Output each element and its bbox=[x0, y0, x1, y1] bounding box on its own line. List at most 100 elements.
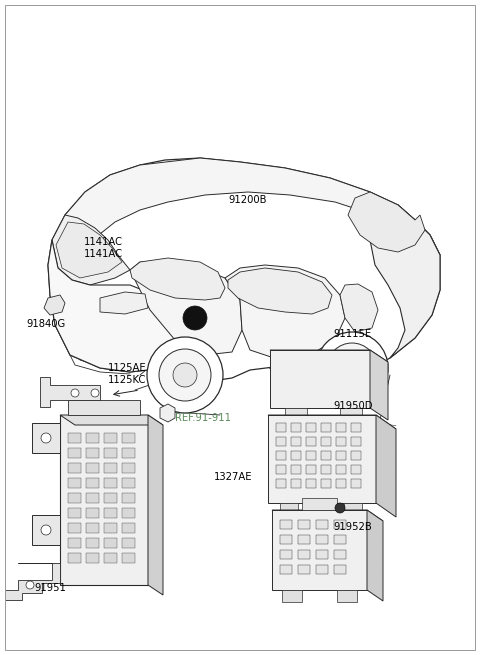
Polygon shape bbox=[337, 590, 357, 602]
Circle shape bbox=[335, 503, 345, 513]
Polygon shape bbox=[306, 465, 316, 474]
Polygon shape bbox=[368, 205, 440, 358]
Polygon shape bbox=[340, 408, 362, 418]
Polygon shape bbox=[298, 565, 310, 574]
Polygon shape bbox=[348, 192, 425, 252]
Polygon shape bbox=[104, 553, 117, 563]
Polygon shape bbox=[316, 535, 328, 544]
Polygon shape bbox=[122, 553, 135, 563]
Text: 1125KC: 1125KC bbox=[108, 375, 146, 385]
Text: 1327AE: 1327AE bbox=[214, 472, 252, 482]
Polygon shape bbox=[282, 590, 302, 602]
Text: REF.91-911: REF.91-911 bbox=[175, 413, 231, 423]
Circle shape bbox=[41, 525, 51, 535]
Polygon shape bbox=[104, 433, 117, 443]
Polygon shape bbox=[334, 520, 346, 529]
Polygon shape bbox=[298, 550, 310, 559]
Polygon shape bbox=[65, 158, 440, 258]
Polygon shape bbox=[370, 350, 388, 420]
Polygon shape bbox=[344, 503, 362, 515]
Polygon shape bbox=[104, 508, 117, 518]
Polygon shape bbox=[68, 400, 140, 415]
Text: 91950D: 91950D bbox=[334, 401, 373, 411]
Polygon shape bbox=[351, 423, 361, 432]
Polygon shape bbox=[291, 423, 301, 432]
Polygon shape bbox=[122, 523, 135, 533]
Polygon shape bbox=[367, 510, 383, 601]
Circle shape bbox=[173, 363, 197, 387]
Polygon shape bbox=[122, 508, 135, 518]
Polygon shape bbox=[68, 553, 81, 563]
Polygon shape bbox=[100, 292, 148, 314]
Text: 1141AC: 1141AC bbox=[84, 249, 123, 259]
Polygon shape bbox=[86, 508, 99, 518]
Polygon shape bbox=[122, 433, 135, 443]
Polygon shape bbox=[86, 463, 99, 473]
Polygon shape bbox=[336, 465, 346, 474]
Polygon shape bbox=[5, 563, 60, 600]
Polygon shape bbox=[104, 523, 117, 533]
Text: 91951: 91951 bbox=[35, 582, 66, 593]
Polygon shape bbox=[86, 478, 99, 488]
Polygon shape bbox=[291, 451, 301, 460]
Polygon shape bbox=[334, 565, 346, 574]
Polygon shape bbox=[306, 437, 316, 446]
Polygon shape bbox=[86, 433, 99, 443]
Polygon shape bbox=[68, 448, 81, 458]
Polygon shape bbox=[321, 479, 331, 488]
Polygon shape bbox=[306, 479, 316, 488]
Circle shape bbox=[41, 433, 51, 443]
Circle shape bbox=[26, 581, 34, 589]
Polygon shape bbox=[316, 565, 328, 574]
Polygon shape bbox=[225, 265, 345, 360]
Polygon shape bbox=[298, 520, 310, 529]
Polygon shape bbox=[104, 463, 117, 473]
Polygon shape bbox=[68, 538, 81, 548]
Polygon shape bbox=[60, 415, 163, 425]
Circle shape bbox=[341, 357, 363, 379]
Polygon shape bbox=[276, 437, 286, 446]
Polygon shape bbox=[104, 493, 117, 503]
Polygon shape bbox=[32, 423, 60, 453]
Polygon shape bbox=[48, 158, 440, 382]
Polygon shape bbox=[280, 550, 292, 559]
Polygon shape bbox=[302, 498, 337, 510]
Text: 91115E: 91115E bbox=[334, 329, 372, 339]
Polygon shape bbox=[334, 550, 346, 559]
Polygon shape bbox=[104, 448, 117, 458]
Polygon shape bbox=[68, 463, 81, 473]
Polygon shape bbox=[56, 222, 122, 278]
Text: 91840G: 91840G bbox=[26, 319, 66, 329]
Polygon shape bbox=[122, 478, 135, 488]
Polygon shape bbox=[40, 377, 100, 407]
Polygon shape bbox=[122, 448, 135, 458]
Polygon shape bbox=[44, 295, 65, 315]
Text: 91952B: 91952B bbox=[334, 522, 372, 533]
Polygon shape bbox=[321, 465, 331, 474]
Polygon shape bbox=[351, 451, 361, 460]
Polygon shape bbox=[351, 465, 361, 474]
Polygon shape bbox=[268, 415, 376, 503]
Polygon shape bbox=[312, 503, 330, 515]
Polygon shape bbox=[351, 479, 361, 488]
Polygon shape bbox=[268, 415, 396, 429]
Circle shape bbox=[159, 349, 211, 401]
Text: 91200B: 91200B bbox=[228, 195, 266, 205]
Polygon shape bbox=[316, 520, 328, 529]
Polygon shape bbox=[86, 448, 99, 458]
Polygon shape bbox=[291, 479, 301, 488]
Polygon shape bbox=[351, 437, 361, 446]
Polygon shape bbox=[68, 508, 81, 518]
Polygon shape bbox=[272, 510, 367, 590]
Polygon shape bbox=[270, 350, 388, 362]
Polygon shape bbox=[280, 535, 292, 544]
Circle shape bbox=[316, 332, 388, 404]
Polygon shape bbox=[306, 423, 316, 432]
Polygon shape bbox=[376, 415, 396, 517]
Polygon shape bbox=[280, 503, 298, 515]
Polygon shape bbox=[285, 408, 307, 418]
Polygon shape bbox=[336, 437, 346, 446]
Polygon shape bbox=[160, 404, 175, 422]
Polygon shape bbox=[336, 423, 346, 432]
Circle shape bbox=[91, 389, 99, 397]
